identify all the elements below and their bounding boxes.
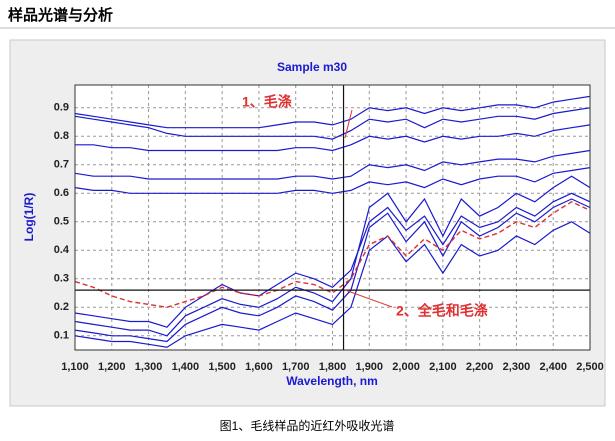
spectrum-line	[74, 149, 591, 180]
plot-border	[74, 84, 591, 351]
x-tick-label: 2,300	[503, 361, 531, 373]
heading: 样品光谱与分析	[8, 6, 113, 24]
x-tick-label: 1,700	[282, 361, 310, 373]
plot-layer	[74, 85, 591, 350]
x-tick-label: 2,500	[576, 361, 604, 373]
y-axis-label: Log(1/R)	[22, 193, 36, 242]
y-tick-label: 0.6	[54, 187, 69, 199]
spectrum-line	[74, 95, 591, 129]
spectrum-line	[74, 107, 591, 140]
y-tick-label: 0.5	[54, 216, 69, 228]
spectrum-line	[74, 192, 591, 328]
x-tick-label: 2,000	[392, 361, 420, 373]
x-tick-label: 1,300	[135, 361, 163, 373]
spectrum-line	[74, 167, 591, 194]
x-tick-label: 1,500	[208, 361, 236, 373]
spectrum-line	[74, 221, 591, 348]
x-tick-label: 1,900	[356, 361, 384, 373]
spectrum-line	[74, 198, 591, 343]
caption: 图1、毛线样品的近红外吸收光谱	[220, 418, 395, 433]
spectrum-line	[74, 201, 591, 309]
spectrum-line	[74, 175, 591, 337]
annotation-arrow	[344, 109, 353, 139]
x-tick-label: 2,400	[539, 361, 567, 373]
y-tick-label: 0.8	[54, 130, 69, 142]
y-tick-label: 0.2	[54, 301, 69, 313]
chart-title: Sample m30	[277, 60, 347, 74]
spectrum-line	[75, 124, 591, 152]
y-tick-label: 0.3	[54, 273, 69, 285]
x-tick-label: 1,400	[172, 361, 200, 373]
annotation-arrow	[344, 289, 393, 308]
annotation: 1、毛涤	[242, 94, 292, 110]
x-axis-label: Wavelength, nm	[286, 374, 378, 388]
annotation: 2、全毛和毛涤	[396, 303, 488, 319]
x-tick-label: 1,600	[245, 361, 273, 373]
y-tick-label: 0.7	[54, 159, 69, 171]
x-tick-label: 1,800	[319, 361, 347, 373]
y-tick-label: 0.4	[54, 244, 70, 256]
x-tick-label: 1,100	[61, 361, 89, 373]
x-tick-label: 2,100	[429, 361, 457, 373]
y-tick-label: 0.1	[54, 330, 69, 342]
x-tick-label: 1,200	[98, 361, 126, 373]
x-tick-label: 2,200	[466, 361, 494, 373]
y-tick-label: 0.9	[54, 102, 69, 114]
